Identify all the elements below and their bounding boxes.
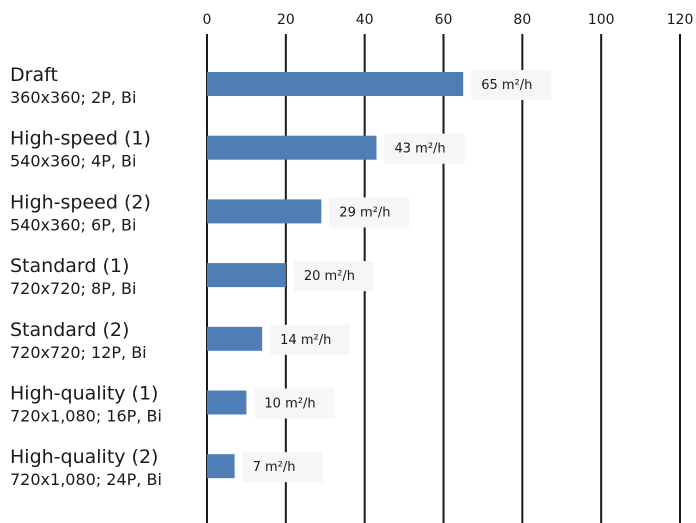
x-tick-label: 80 — [513, 12, 531, 28]
x-tick-label: 120 — [667, 12, 694, 28]
category-name: High-quality (1) — [10, 383, 158, 405]
value-label-bg — [242, 452, 323, 483]
bar — [207, 390, 247, 415]
category-subtitle: 540x360; 6P, Bi — [10, 215, 136, 234]
x-tick-label: 60 — [435, 12, 453, 28]
value-label-bg — [270, 324, 351, 355]
bar-value-label: 29 m²/h — [339, 205, 390, 220]
category-subtitle: 720x720; 12P, Bi — [10, 343, 147, 362]
bar-value-label: 7 m²/h — [253, 460, 296, 475]
bar — [207, 135, 377, 160]
bar-value-label: 43 m²/h — [394, 142, 445, 157]
category-name: High-speed (1) — [10, 128, 151, 150]
category-name: Standard (1) — [10, 255, 129, 277]
value-label-bg — [471, 70, 552, 100]
category-name: High-speed (2) — [10, 191, 151, 213]
value-label-bg — [384, 133, 465, 164]
bar — [207, 72, 464, 96]
value-label-bg — [293, 261, 374, 292]
x-axis-ticks: 0 20 40 60 80 100 120 — [203, 12, 694, 28]
bar — [207, 263, 286, 288]
x-tick-label: 20 — [277, 12, 295, 28]
category-name: High-quality (2) — [10, 446, 158, 468]
value-label-bg — [329, 197, 410, 228]
category-name: Draft — [10, 64, 58, 86]
bar-value-label: 14 m²/h — [280, 333, 331, 348]
bar — [207, 326, 263, 351]
category-name: Standard (2) — [10, 319, 129, 341]
category-labels: Draft 360x360; 2P, Bi High-speed (1) 540x36… — [10, 64, 162, 489]
bar — [207, 454, 235, 479]
category-subtitle: 540x360; 4P, Bi — [10, 152, 136, 171]
bar — [207, 199, 322, 224]
x-tick-label: 100 — [588, 12, 615, 28]
bar-value-label: 10 m²/h — [264, 397, 315, 412]
bars: 65 m²/h 43 m²/h 29 m²/h 20 m²/h 14 m²/h 10 m²… — [207, 70, 552, 483]
category-subtitle: 720x720; 8P, Bi — [10, 279, 136, 298]
x-tick-label: 0 — [203, 12, 212, 28]
x-tick-label: 40 — [356, 12, 374, 28]
category-subtitle: 720x1,080; 16P, Bi — [10, 407, 162, 426]
category-subtitle: 720x1,080; 24P, Bi — [10, 470, 162, 489]
bar-value-label: 20 m²/h — [304, 269, 355, 284]
category-subtitle: 360x360; 2P, Bi — [10, 88, 136, 107]
bar-value-label: 65 m²/h — [481, 78, 532, 93]
value-label-bg — [254, 388, 335, 419]
